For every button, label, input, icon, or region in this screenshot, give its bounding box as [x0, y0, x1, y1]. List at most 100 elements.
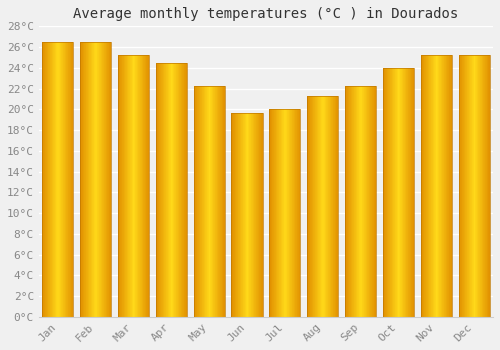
Bar: [247, 113, 248, 317]
Bar: [445, 55, 446, 317]
Bar: [44, 42, 46, 317]
Bar: [258, 113, 259, 317]
Bar: [124, 55, 126, 317]
Bar: [118, 55, 119, 317]
Bar: [219, 86, 220, 317]
Bar: [216, 86, 217, 317]
Bar: [67, 42, 68, 317]
Bar: [447, 55, 448, 317]
Bar: [319, 96, 320, 317]
Bar: [288, 109, 289, 317]
Bar: [275, 109, 276, 317]
Bar: [422, 55, 423, 317]
Bar: [42, 42, 43, 317]
Bar: [448, 55, 450, 317]
Bar: [252, 113, 253, 317]
Bar: [308, 96, 309, 317]
Bar: [133, 55, 134, 317]
Bar: [280, 109, 281, 317]
Bar: [387, 68, 388, 317]
Bar: [389, 68, 390, 317]
Bar: [238, 113, 239, 317]
Bar: [388, 68, 389, 317]
Bar: [276, 109, 277, 317]
Bar: [436, 55, 437, 317]
Bar: [85, 42, 86, 317]
Bar: [146, 55, 147, 317]
Bar: [411, 68, 412, 317]
Bar: [402, 68, 403, 317]
Bar: [294, 109, 295, 317]
Bar: [88, 42, 89, 317]
Bar: [62, 42, 64, 317]
Bar: [96, 42, 97, 317]
Bar: [170, 63, 172, 317]
Bar: [200, 86, 201, 317]
Bar: [223, 86, 224, 317]
Bar: [56, 42, 57, 317]
Bar: [128, 55, 129, 317]
Bar: [98, 42, 100, 317]
Bar: [282, 109, 283, 317]
Bar: [405, 68, 406, 317]
Bar: [347, 86, 348, 317]
Bar: [291, 109, 292, 317]
Bar: [365, 86, 366, 317]
Bar: [281, 109, 282, 317]
Bar: [57, 42, 58, 317]
Bar: [59, 42, 60, 317]
Bar: [138, 55, 139, 317]
Bar: [370, 86, 371, 317]
Bar: [184, 63, 185, 317]
Bar: [158, 63, 159, 317]
Bar: [159, 63, 160, 317]
Bar: [430, 55, 432, 317]
Bar: [139, 55, 140, 317]
Bar: [95, 42, 96, 317]
Bar: [237, 113, 238, 317]
Bar: [424, 55, 425, 317]
Bar: [356, 86, 357, 317]
Bar: [290, 109, 291, 317]
Bar: [410, 68, 411, 317]
Bar: [481, 55, 482, 317]
Bar: [101, 42, 102, 317]
Bar: [391, 68, 392, 317]
Bar: [91, 42, 92, 317]
Bar: [487, 55, 488, 317]
Bar: [393, 68, 394, 317]
Bar: [335, 96, 336, 317]
Bar: [465, 55, 466, 317]
Bar: [330, 96, 331, 317]
Bar: [371, 86, 372, 317]
Bar: [367, 86, 368, 317]
Bar: [366, 86, 367, 317]
Bar: [47, 42, 48, 317]
Bar: [256, 113, 257, 317]
Bar: [168, 63, 169, 317]
Bar: [245, 113, 246, 317]
Bar: [169, 63, 170, 317]
Bar: [307, 96, 338, 317]
Bar: [336, 96, 337, 317]
Bar: [295, 109, 296, 317]
Bar: [278, 109, 280, 317]
Bar: [165, 63, 166, 317]
Bar: [209, 86, 210, 317]
Bar: [183, 63, 184, 317]
Bar: [164, 63, 165, 317]
Bar: [384, 68, 385, 317]
Bar: [53, 42, 54, 317]
Bar: [403, 68, 404, 317]
Bar: [390, 68, 391, 317]
Bar: [322, 96, 324, 317]
Bar: [326, 96, 327, 317]
Bar: [464, 55, 465, 317]
Bar: [222, 86, 223, 317]
Bar: [232, 113, 262, 317]
Bar: [103, 42, 104, 317]
Bar: [284, 109, 285, 317]
Bar: [458, 55, 490, 317]
Bar: [459, 55, 460, 317]
Bar: [433, 55, 434, 317]
